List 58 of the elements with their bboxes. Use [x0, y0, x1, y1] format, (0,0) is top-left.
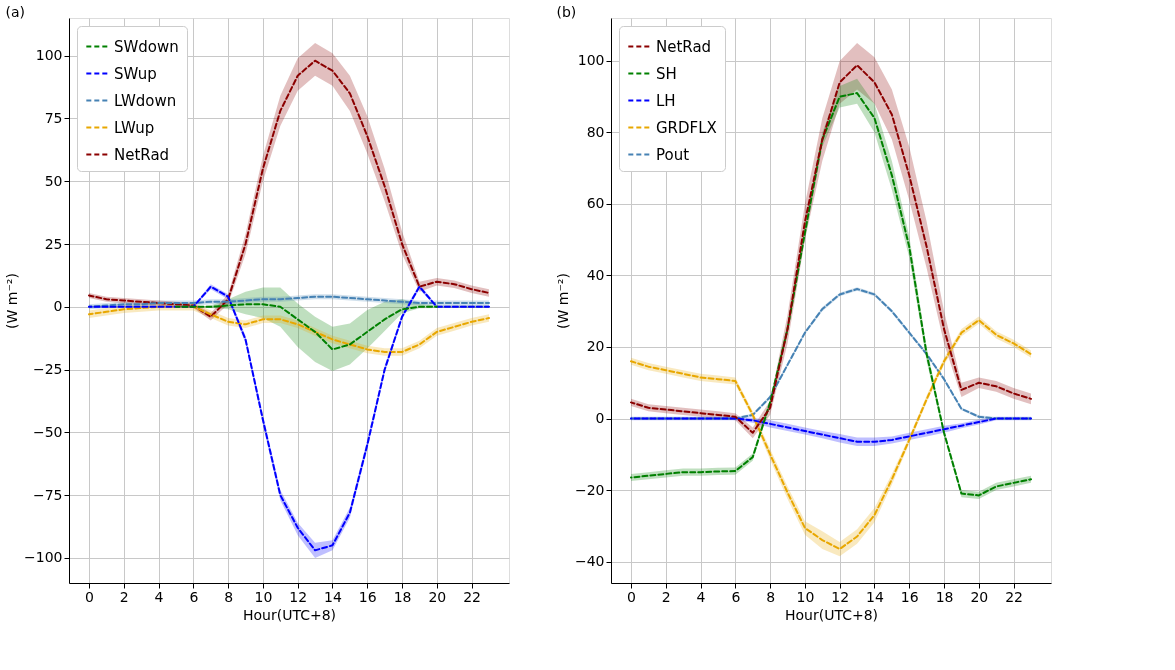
- y-tick-label: −40: [574, 553, 605, 570]
- x-tick-label: 18: [393, 588, 412, 605]
- y-tick-label: −50: [32, 423, 63, 440]
- y-tick-label: 100: [35, 47, 63, 64]
- x-axis-title: Hour(UTC+8): [784, 606, 879, 623]
- y-tick-label: −25: [32, 361, 63, 378]
- x-tick-label: 22: [463, 588, 482, 605]
- chart-title: (a): [5, 4, 26, 20]
- y-tick-label: 20: [586, 338, 605, 355]
- y-tick-label: 0: [53, 298, 63, 315]
- legend-label: LWup: [114, 118, 155, 137]
- x-tick-label: 14: [324, 588, 342, 605]
- x-tick-label: 12: [831, 588, 850, 605]
- line-series: [174, 303, 438, 351]
- y-tick-label: 0: [595, 410, 605, 427]
- x-tick-label: 16: [358, 588, 377, 605]
- legend-label: LH: [656, 91, 676, 110]
- x-tick-label: 12: [289, 588, 308, 605]
- legend-label: NetRad: [114, 145, 170, 164]
- y-tick-label: −100: [24, 549, 63, 566]
- y-tick-label: 80: [586, 123, 605, 140]
- x-tick-label: 8: [224, 588, 234, 605]
- x-tick-label: 10: [254, 588, 273, 605]
- x-tick-label: 0: [627, 588, 636, 605]
- x-tick-label: 4: [154, 588, 164, 605]
- y-axis-title: (W m⁻²): [554, 273, 571, 329]
- x-axis-title: Hour(UTC+8): [242, 606, 337, 623]
- legend-label: SH: [656, 64, 677, 83]
- x-tick-label: 14: [866, 588, 884, 605]
- y-tick-label: −20: [574, 481, 605, 498]
- legend-label: SWdown: [114, 37, 179, 56]
- y-tick-label: 75: [44, 109, 63, 126]
- y-tick-label: 60: [586, 195, 605, 212]
- x-tick-label: 4: [696, 588, 706, 605]
- x-tick-label: 6: [189, 588, 199, 605]
- x-tick-label: 8: [766, 588, 776, 605]
- legend-label: Pout: [656, 145, 690, 164]
- x-tick-label: 2: [119, 588, 129, 605]
- legend-label: NetRad: [656, 37, 712, 56]
- y-tick-label: −75: [32, 486, 63, 503]
- y-tick-label: 50: [44, 172, 63, 189]
- y-tick-label: 100: [577, 52, 605, 69]
- x-tick-label: 20: [428, 588, 447, 605]
- x-tick-label: 22: [1005, 588, 1024, 605]
- x-tick-label: 0: [85, 588, 94, 605]
- legend-label: LWdown: [114, 91, 177, 110]
- x-tick-label: 2: [661, 588, 671, 605]
- x-tick-label: 10: [796, 588, 815, 605]
- legend-label: GRDFLX: [656, 118, 717, 137]
- y-tick-label: 40: [586, 266, 605, 283]
- x-tick-label: 18: [935, 588, 954, 605]
- y-tick-label: 25: [44, 235, 63, 252]
- x-tick-label: 16: [900, 588, 919, 605]
- legend-label: SWup: [114, 64, 157, 83]
- x-tick-label: 20: [970, 588, 989, 605]
- chart-title: (b): [556, 4, 577, 20]
- x-tick-label: 6: [731, 588, 741, 605]
- y-axis-title: (W m⁻²): [4, 273, 21, 329]
